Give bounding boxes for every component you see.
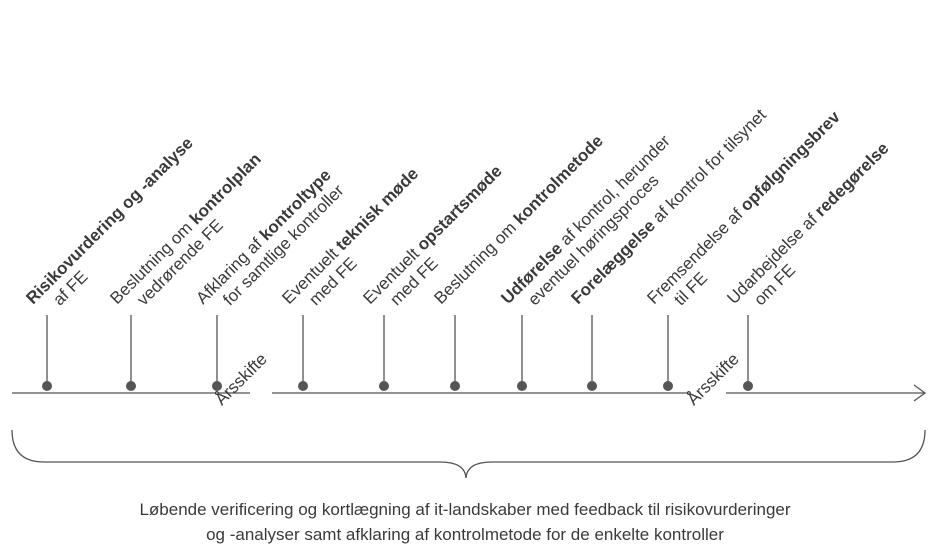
milestone-dot [212, 381, 222, 391]
year-change-label: Årsskifte [683, 349, 743, 409]
label-segment: redegørelse [811, 139, 893, 221]
milestone-dot [450, 381, 460, 391]
label-segment: kontrolplan [186, 149, 265, 228]
year-change-label: Årsskifte [211, 349, 271, 409]
milestone-dot [42, 381, 52, 391]
milestone-dot [743, 381, 753, 391]
milestone-label: Udarbejdelse af redegørelseom FE [723, 139, 906, 322]
label-segment: af kontrol, herunder [553, 131, 674, 252]
milestone-dot [379, 381, 389, 391]
milestone-dot [587, 381, 597, 391]
milestone-dot [663, 381, 673, 391]
caption-line: Løbende verificering og kortlægning af i… [139, 500, 790, 519]
label-segment: teknisk møde [332, 164, 422, 254]
brace [11, 429, 926, 479]
milestone-dot [517, 381, 527, 391]
milestone-dot [126, 381, 136, 391]
milestone-dot [298, 381, 308, 391]
caption-line: og -analyser samt afklaring af kontrolme… [206, 525, 724, 544]
axis-arrow [913, 384, 927, 402]
timeline-axis [11, 384, 927, 479]
